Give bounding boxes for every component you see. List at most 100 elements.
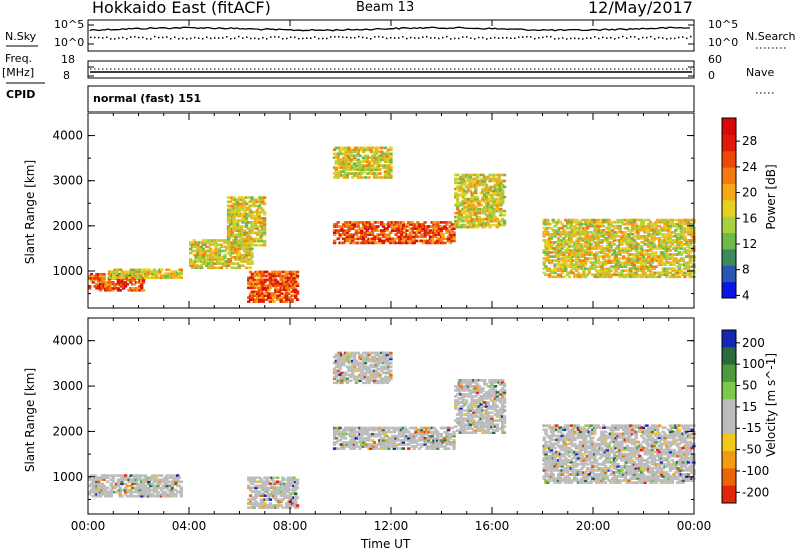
range-cell bbox=[199, 260, 204, 263]
range-cell bbox=[134, 474, 139, 477]
range-cell bbox=[385, 359, 389, 363]
range-cell bbox=[546, 249, 550, 252]
range-cell bbox=[381, 447, 386, 450]
range-cell bbox=[372, 241, 377, 245]
range-cell bbox=[463, 205, 467, 209]
range-cell bbox=[571, 218, 575, 222]
range-cell bbox=[585, 235, 590, 238]
range-cell bbox=[578, 273, 582, 277]
range-cell bbox=[677, 259, 682, 262]
range-cell bbox=[266, 494, 271, 497]
range-cell bbox=[259, 235, 263, 239]
range-cell bbox=[659, 259, 664, 262]
range-cell bbox=[120, 281, 124, 284]
range-cell bbox=[369, 156, 373, 159]
range-cell bbox=[477, 211, 481, 215]
range-cell bbox=[495, 185, 499, 189]
range-cell bbox=[275, 270, 280, 274]
range-cell bbox=[612, 253, 617, 256]
range-cell bbox=[632, 275, 637, 279]
range-cell bbox=[97, 476, 101, 479]
range-cell bbox=[654, 259, 658, 262]
range-cell bbox=[367, 353, 371, 357]
range-cell bbox=[351, 154, 355, 158]
range-cell bbox=[464, 225, 469, 229]
range-cell bbox=[345, 443, 349, 446]
range-cell bbox=[232, 223, 236, 226]
range-cell bbox=[389, 156, 393, 159]
range-cell bbox=[88, 275, 92, 278]
range-cell bbox=[501, 223, 505, 227]
range-cell bbox=[290, 480, 294, 484]
range-cell bbox=[201, 241, 205, 244]
range-cell bbox=[332, 447, 337, 450]
range-cell bbox=[176, 490, 180, 494]
range-cell bbox=[254, 500, 258, 503]
range-cell bbox=[367, 146, 371, 150]
range-cell bbox=[214, 241, 218, 244]
range-cell bbox=[417, 430, 422, 434]
range-cell bbox=[247, 300, 251, 303]
range-cell bbox=[650, 265, 655, 268]
range-cell bbox=[547, 275, 552, 279]
range-cell bbox=[351, 223, 355, 226]
range-cell bbox=[250, 247, 254, 251]
range-cell bbox=[472, 191, 476, 195]
range-cell bbox=[621, 273, 626, 277]
range-cell bbox=[376, 158, 380, 161]
range-cell bbox=[686, 231, 691, 234]
range-cell bbox=[230, 241, 234, 245]
range-cell bbox=[372, 176, 377, 179]
range-cell bbox=[226, 196, 231, 199]
range-cell bbox=[562, 243, 566, 246]
range-cell bbox=[625, 263, 629, 266]
range-cell bbox=[578, 255, 582, 258]
range-cell bbox=[259, 498, 264, 501]
range-cell bbox=[665, 229, 669, 232]
range-cell bbox=[629, 237, 633, 240]
range-cell bbox=[283, 292, 287, 295]
range-cell bbox=[483, 223, 487, 227]
range-cell bbox=[97, 279, 101, 282]
range-cell bbox=[356, 168, 360, 171]
range-cell bbox=[279, 504, 283, 507]
range-cell bbox=[369, 231, 373, 234]
range-cell bbox=[93, 279, 97, 282]
range-cell bbox=[347, 223, 351, 226]
range-cell bbox=[250, 294, 255, 297]
range-cell bbox=[367, 166, 371, 169]
range-cell bbox=[484, 199, 489, 203]
range-cell bbox=[250, 276, 255, 280]
range-cell bbox=[127, 270, 132, 273]
range-cell bbox=[603, 273, 608, 277]
range-cell bbox=[401, 231, 406, 234]
range-cell bbox=[234, 256, 238, 259]
range-cell bbox=[401, 227, 406, 230]
range-cell bbox=[593, 255, 597, 258]
range-cell bbox=[374, 152, 379, 156]
range-cell bbox=[154, 274, 158, 277]
range-cell bbox=[385, 176, 389, 179]
range-cell bbox=[338, 148, 342, 152]
range-cell bbox=[632, 243, 637, 246]
range-cell bbox=[132, 289, 137, 292]
range-cell bbox=[488, 209, 492, 213]
range-cell bbox=[272, 496, 276, 499]
range-cell bbox=[239, 231, 243, 235]
range-cell bbox=[257, 217, 261, 220]
range-cell bbox=[582, 218, 586, 222]
range-cell bbox=[358, 166, 362, 169]
range-cell bbox=[688, 275, 692, 279]
range-cell bbox=[351, 367, 355, 371]
range-cell bbox=[295, 284, 300, 288]
range-cell bbox=[499, 209, 503, 213]
range-cell bbox=[392, 441, 396, 444]
range-cell bbox=[414, 239, 418, 243]
range-cell bbox=[576, 247, 581, 250]
range-cell bbox=[252, 498, 256, 501]
range-cell bbox=[279, 480, 283, 484]
range-cell bbox=[111, 484, 115, 488]
range-cell bbox=[419, 434, 424, 438]
range-cell bbox=[345, 223, 349, 226]
range-cell bbox=[657, 239, 662, 242]
